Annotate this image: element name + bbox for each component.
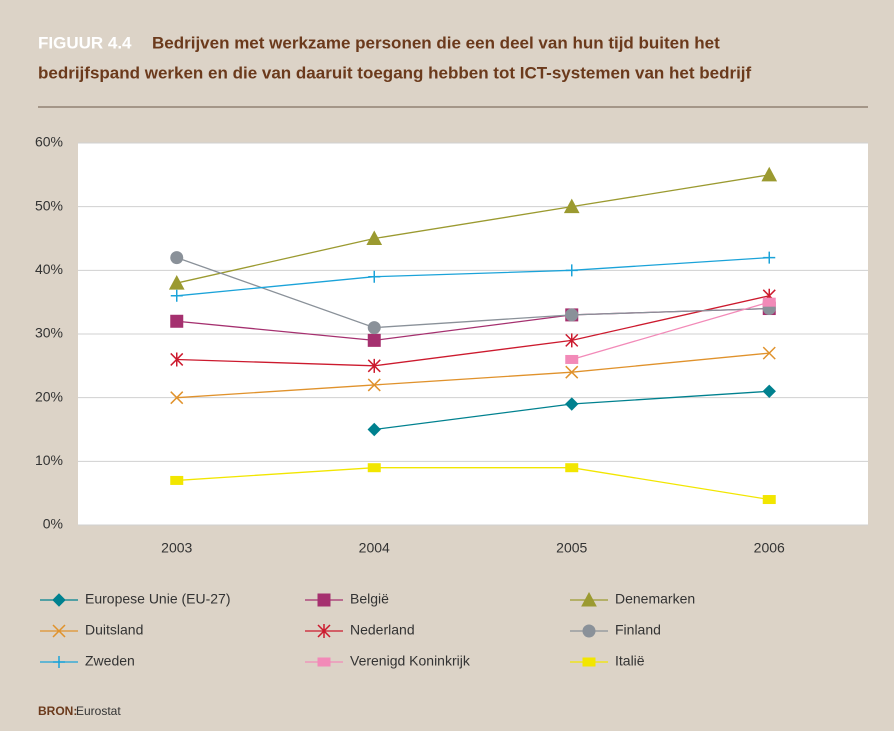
marker [366, 230, 383, 245]
marker [582, 624, 596, 638]
marker [170, 314, 184, 328]
y-tick-label: 20% [35, 388, 63, 404]
source: Eurostat [76, 704, 121, 718]
marker [52, 593, 66, 607]
marker [565, 365, 579, 379]
marker [565, 354, 579, 364]
marker [367, 463, 381, 473]
chart-title: Bedrijven met werkzame personen die een … [152, 33, 720, 52]
marker [170, 352, 184, 367]
marker [367, 321, 381, 335]
series-line [176, 256, 770, 297]
legend-label: Nederland [350, 622, 415, 638]
marker [368, 270, 381, 283]
legend-label: Denemarken [615, 591, 695, 607]
series-line [176, 174, 770, 284]
legend-label: België [350, 591, 389, 607]
marker [582, 657, 596, 667]
legend-label: Europese Unie (EU-27) [85, 591, 231, 607]
marker [763, 251, 776, 264]
legend-label: Finland [615, 622, 661, 638]
x-tick-label: 2004 [359, 540, 390, 556]
marker [761, 166, 778, 182]
marker [565, 264, 578, 277]
marker [367, 333, 381, 347]
x-tick-label: 2005 [556, 540, 587, 556]
y-tick-label: 40% [35, 261, 63, 277]
marker [317, 624, 331, 638]
chart-title: bedrijfspand werken en die van daaruit t… [38, 63, 752, 82]
marker [762, 495, 776, 505]
source-label: BRON: [38, 704, 77, 718]
marker [53, 656, 65, 668]
marker [317, 593, 331, 607]
marker [565, 333, 579, 348]
y-tick-label: 30% [35, 325, 63, 341]
legend-label: Zweden [85, 653, 135, 669]
series-line [176, 352, 770, 399]
marker [565, 397, 579, 411]
marker [581, 591, 597, 607]
legend-label: Italië [615, 653, 645, 669]
x-tick-label: 2006 [754, 540, 785, 556]
series-line [571, 301, 770, 361]
marker [565, 463, 579, 473]
marker [170, 289, 183, 302]
legend-label: Verenigd Koninkrijk [350, 653, 471, 669]
x-tick-label: 2003 [161, 540, 192, 556]
marker [762, 346, 776, 360]
y-tick-label: 0% [43, 516, 63, 532]
marker [367, 378, 381, 392]
marker [170, 251, 184, 265]
series-line [176, 467, 770, 501]
marker [170, 391, 184, 405]
y-tick-label: 50% [35, 197, 63, 213]
y-tick-label: 10% [35, 452, 63, 468]
marker [762, 297, 776, 307]
marker [168, 275, 185, 290]
series-line [176, 256, 770, 329]
marker [367, 422, 381, 437]
marker [762, 384, 776, 399]
marker [565, 308, 579, 322]
marker [52, 624, 66, 638]
marker [170, 475, 184, 485]
legend-label: Duitsland [85, 622, 143, 638]
y-tick-label: 60% [35, 134, 63, 150]
series-line [176, 295, 770, 367]
marker [317, 657, 331, 667]
figure-label: FIGUUR 4.4 [38, 33, 132, 52]
marker [367, 358, 381, 373]
marker [563, 198, 580, 214]
